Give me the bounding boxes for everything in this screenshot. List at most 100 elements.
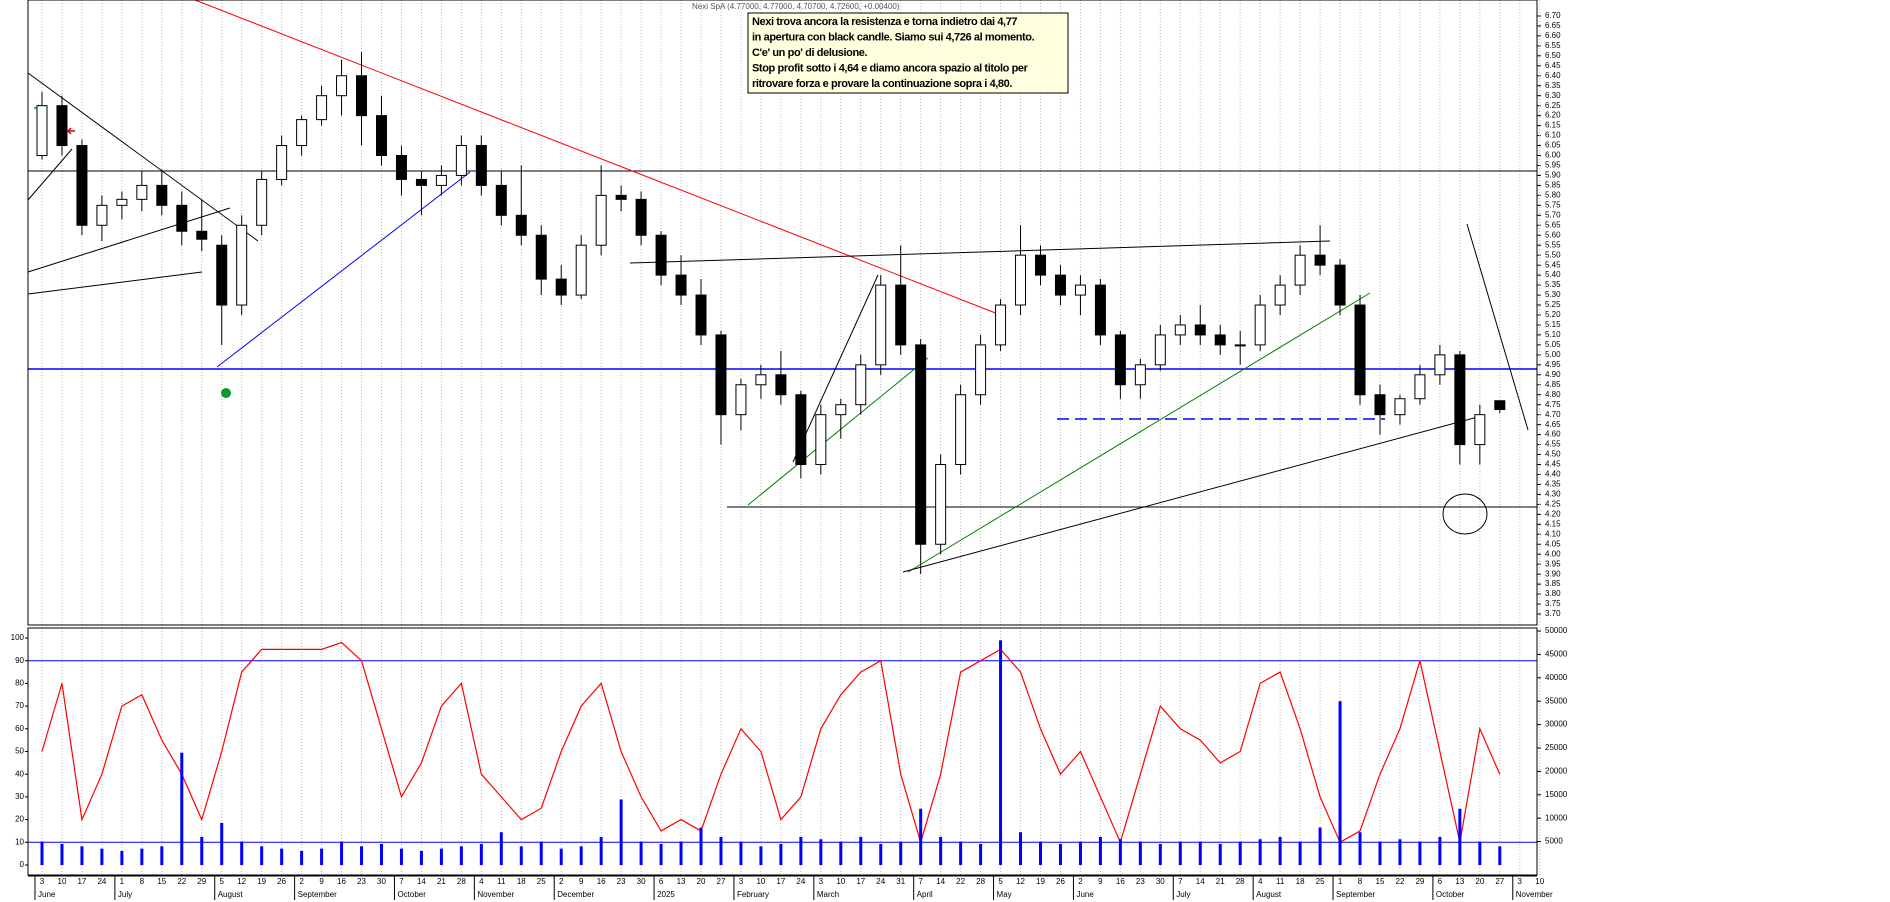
x-tick-label: 11 xyxy=(497,877,506,886)
candle-body xyxy=(36,105,48,157)
volume-bar xyxy=(160,846,164,865)
x-tick-label: 17 xyxy=(856,877,865,886)
candle-body xyxy=(995,304,1007,346)
trend-line xyxy=(194,0,999,315)
candle-body xyxy=(1474,414,1486,446)
candle-body xyxy=(615,194,627,200)
y-tick-label: 5.30 xyxy=(1545,290,1561,299)
candle-body xyxy=(1174,324,1186,336)
y-tick-label: 4.50 xyxy=(1545,450,1561,459)
candle-body xyxy=(955,394,967,466)
candle-body xyxy=(1015,254,1027,306)
volume-bar xyxy=(200,836,204,865)
candle-body xyxy=(1234,344,1246,347)
candle-body xyxy=(1314,254,1326,266)
volume-bar xyxy=(320,848,324,865)
y-tick-label: 4.10 xyxy=(1545,529,1561,538)
y-tick-label: 4.25 xyxy=(1545,499,1561,508)
x-tick-label: 28 xyxy=(976,877,985,886)
x-tick-label: 2 xyxy=(1078,877,1083,886)
y-tick-label: 6.15 xyxy=(1545,121,1561,130)
volume-bar xyxy=(559,848,563,865)
volume-bar xyxy=(1258,839,1262,865)
candle-body xyxy=(595,194,607,246)
target-circle xyxy=(1442,493,1488,535)
trend-line xyxy=(27,72,259,242)
volume-bar xyxy=(479,843,483,865)
candle-body xyxy=(1334,264,1346,306)
x-tick-label: 26 xyxy=(277,877,286,886)
y-tick-label: 6.10 xyxy=(1545,131,1561,140)
x-tick-label: 19 xyxy=(1036,877,1045,886)
trend-line xyxy=(27,148,73,201)
indicator-frame xyxy=(27,627,1538,876)
x-tick-label: 23 xyxy=(357,877,366,886)
candle-body xyxy=(515,214,527,236)
x-tick-label: 4 xyxy=(1258,877,1263,886)
x-tick-label: 2 xyxy=(559,877,564,886)
y-tick-label: 6.25 xyxy=(1545,101,1561,110)
y-tick-label: 6.35 xyxy=(1545,81,1561,90)
y-tick-label: 4.75 xyxy=(1545,400,1561,409)
x-tick-label: 26 xyxy=(1056,877,1065,886)
volume-bar xyxy=(1138,841,1142,865)
y-tick-label: 6.40 xyxy=(1545,71,1561,80)
candle-body xyxy=(975,344,987,396)
candle-body xyxy=(835,404,847,416)
y-tick-label: 6.30 xyxy=(1545,91,1561,100)
volume-bar xyxy=(859,836,863,865)
candle-body xyxy=(1094,284,1106,336)
candle-body xyxy=(1414,374,1426,400)
month-label: August xyxy=(1256,890,1282,899)
x-tick-label: 30 xyxy=(377,877,386,886)
candle-body xyxy=(1274,284,1286,306)
x-tick-label: 14 xyxy=(936,877,945,886)
candle-body xyxy=(1194,324,1206,336)
oscillator-line xyxy=(41,641,1501,845)
y-tick-label: 10 xyxy=(15,837,24,846)
y-tick-label: 4.00 xyxy=(1545,549,1561,558)
x-tick-label: 27 xyxy=(717,877,726,886)
volume-bar xyxy=(799,836,803,865)
volume-bar xyxy=(300,850,304,865)
volume-bar xyxy=(260,846,264,865)
volume-bar xyxy=(619,799,623,865)
x-tick-label: 24 xyxy=(876,877,885,886)
y-tick-label: 4.70 xyxy=(1545,410,1561,419)
y2-tick-label: 45000 xyxy=(1545,650,1568,659)
x-tick-label: 17 xyxy=(776,877,785,886)
x-tick-label: 7 xyxy=(399,877,404,886)
y2-tick-label: 35000 xyxy=(1545,696,1568,705)
candle-body xyxy=(1494,400,1506,410)
x-tick-label: 8 xyxy=(1358,877,1363,886)
x-tick-label: 7 xyxy=(1178,877,1183,886)
x-tick-label: 4 xyxy=(479,877,484,886)
x-tick-label: 28 xyxy=(1236,877,1245,886)
y2-tick-label: 25000 xyxy=(1545,743,1568,752)
candle-body xyxy=(735,384,747,416)
annotation-box: Nexi trova ancora la resistenza e torna … xyxy=(747,12,1069,94)
x-tick-label: 24 xyxy=(97,877,106,886)
volume-bar xyxy=(539,841,543,865)
x-tick-label: 13 xyxy=(1455,877,1464,886)
x-tick-label: 7 xyxy=(918,877,923,886)
y-tick-label: 5.25 xyxy=(1545,300,1561,309)
y-tick-label: 50 xyxy=(15,747,24,756)
y-tick-label: 5.40 xyxy=(1545,270,1561,279)
y-tick-label: 4.40 xyxy=(1545,470,1561,479)
x-tick-label: 1 xyxy=(1338,877,1343,886)
volume-bar xyxy=(1078,841,1082,865)
x-tick-label: 3 xyxy=(739,877,744,886)
y-tick-label: 40 xyxy=(15,769,24,778)
candle-body xyxy=(555,278,567,296)
frames xyxy=(27,0,1538,877)
x-tick-label: 9 xyxy=(319,877,324,886)
x-tick-label: 19 xyxy=(257,877,266,886)
y-tick-label: 5.50 xyxy=(1545,250,1561,259)
volume-bar xyxy=(379,843,383,865)
y-tick-label: 5.55 xyxy=(1545,240,1561,249)
volume-bar xyxy=(959,841,963,865)
month-label: July xyxy=(1176,890,1190,899)
y-tick-label: 20 xyxy=(15,815,24,824)
